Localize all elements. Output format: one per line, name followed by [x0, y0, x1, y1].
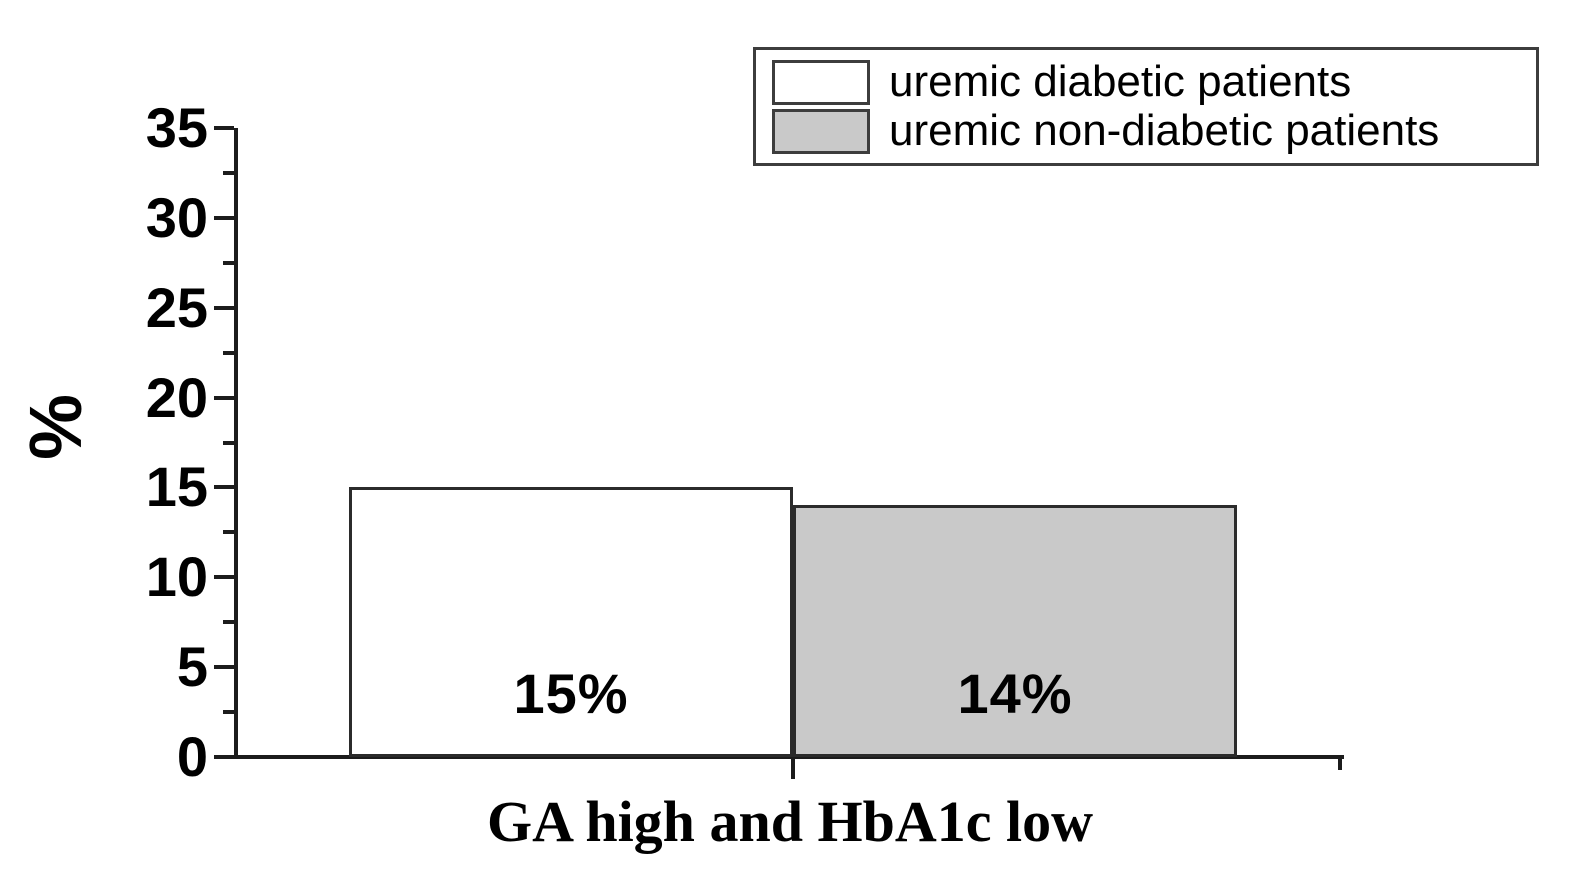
y-tick-label: 25 [145, 275, 208, 339]
y-tick-label: 10 [145, 545, 208, 609]
x-axis-end-tick [1338, 757, 1342, 770]
y-tick-label: 20 [145, 365, 208, 429]
y-minor-tick [223, 260, 234, 265]
y-minor-tick [223, 620, 234, 625]
y-axis-title: % [14, 394, 97, 460]
legend-swatch-white [772, 59, 870, 105]
y-major-tick [214, 126, 234, 130]
y-minor-tick [223, 350, 234, 355]
legend-item-label: uremic non-diabetic patients [889, 106, 1440, 155]
y-major-tick [214, 305, 234, 310]
y-minor-tick [223, 440, 234, 445]
legend-swatch-gray [772, 108, 870, 154]
y-tick-label: 35 [145, 96, 208, 159]
y-major-tick [214, 395, 234, 400]
y-tick-label: 5 [176, 635, 208, 699]
y-major-tick [214, 755, 234, 759]
legend-item-label: uremic diabetic patients [889, 57, 1352, 106]
legend: uremic diabetic patients uremic non-diab… [753, 47, 1539, 166]
bar-value-label: 14% [957, 661, 1073, 725]
y-minor-tick [223, 530, 234, 535]
y-tick-label: 15 [145, 455, 208, 519]
bar-value-label: 15% [513, 661, 629, 725]
bar-uremic-diabetic-patients: 15% [349, 487, 793, 757]
y-major-tick [214, 665, 234, 670]
y-minor-tick [223, 170, 234, 175]
y-minor-tick [223, 710, 234, 715]
x-axis-line [234, 755, 1344, 759]
legend-item: uremic non-diabetic patients [772, 108, 1522, 154]
y-major-tick [214, 485, 234, 490]
y-major-tick [214, 215, 234, 220]
y-tick-label: 0 [176, 725, 208, 788]
y-tick-label: 30 [145, 185, 208, 249]
bar-uremic-non-diabetic-patients: 14% [793, 505, 1237, 757]
legend-item: uremic diabetic patients [772, 59, 1522, 105]
y-axis-line [234, 128, 238, 759]
x-axis-title: GA high and HbA1c low [487, 789, 1093, 854]
y-major-tick [214, 575, 234, 580]
x-axis-category-tick [791, 757, 795, 779]
